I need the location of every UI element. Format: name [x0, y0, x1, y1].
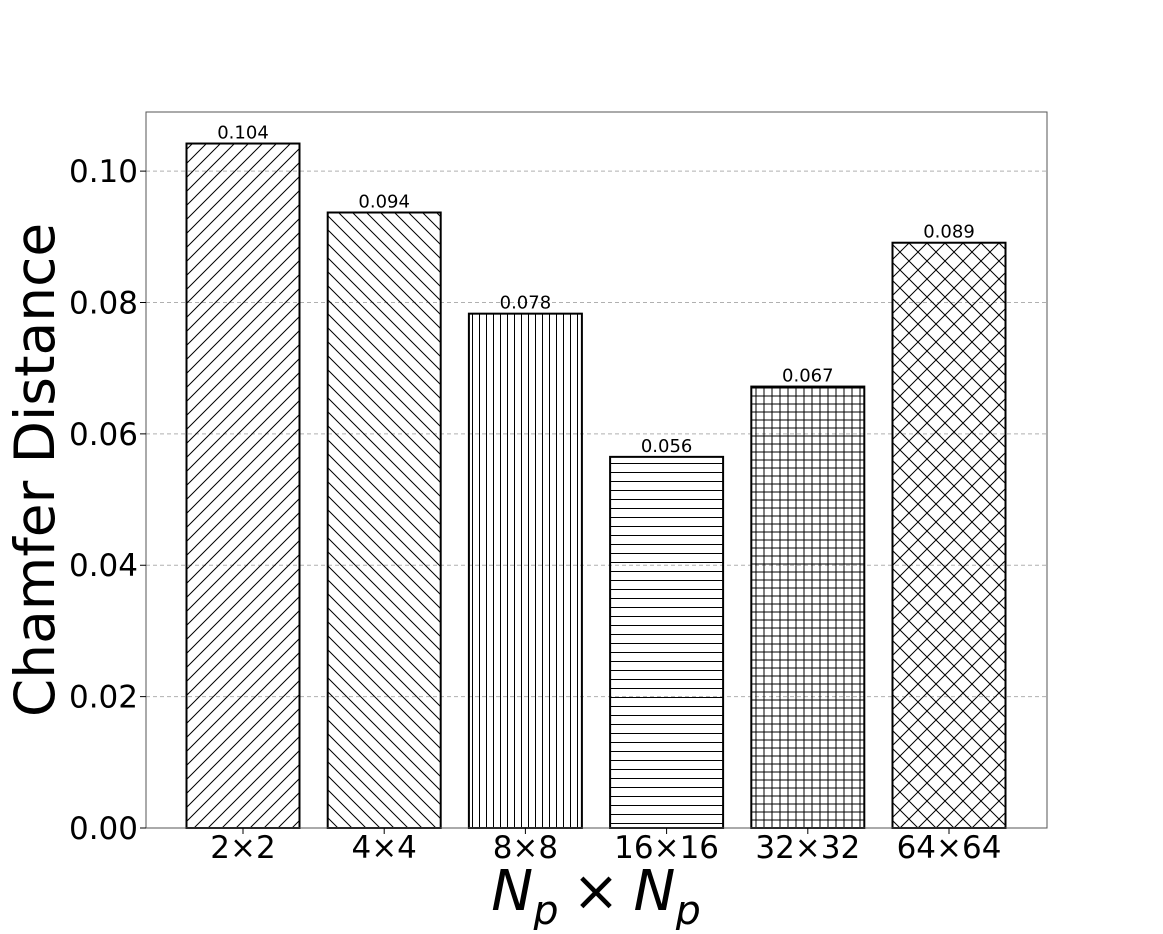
- bar-32x32: [750, 385, 866, 829]
- y-tick-label: 0.10: [69, 154, 138, 190]
- y-tick-label: 0.00: [69, 811, 138, 847]
- x-axis-label: Np × Np: [491, 859, 700, 930]
- data-label: 0.094: [358, 192, 410, 213]
- bar-2x2: [185, 142, 301, 829]
- x-tick-label: 64×64: [897, 830, 1002, 866]
- y-axis-ticks: 0.00 0.02 0.04 0.06 0.08 0.10: [69, 154, 146, 847]
- x-tick-label: 16×16: [614, 830, 719, 866]
- y-axis-label: Chamfer Distance: [3, 223, 67, 717]
- y-tick-label: 0.08: [69, 285, 138, 321]
- x-axis-ticks: 2×2 4×4 8×8 16×16 32×32 64×64: [210, 828, 1001, 866]
- data-labels: 0.104 0.094 0.078 0.056 0.067 0.089: [217, 123, 975, 457]
- bar-16x16: [609, 455, 725, 829]
- data-label: 0.067: [782, 366, 834, 387]
- bar-4x4: [326, 211, 442, 829]
- data-label: 0.078: [500, 293, 552, 314]
- y-tick-label: 0.06: [69, 417, 138, 453]
- bar-64x64: [891, 241, 1007, 830]
- data-label: 0.056: [641, 436, 693, 457]
- x-tick-label: 4×4: [351, 830, 416, 866]
- x-axis-label-n2: N: [633, 859, 675, 924]
- x-tick-label: 2×2: [210, 830, 275, 866]
- x-axis-label-n: N: [491, 859, 533, 924]
- x-axis-label-sub2: p: [674, 888, 700, 930]
- plot-area: [145, 111, 1048, 829]
- x-axis-label-sub: p: [532, 888, 558, 930]
- y-tick-label: 0.04: [69, 548, 138, 584]
- x-axis-label-times: ×: [573, 859, 620, 924]
- data-label: 0.089: [923, 222, 975, 243]
- bars: [185, 142, 1007, 830]
- x-tick-label: 8×8: [493, 830, 558, 866]
- y-tick-label: 0.02: [69, 680, 138, 716]
- x-tick-label: 32×32: [755, 830, 860, 866]
- data-label: 0.104: [217, 123, 269, 144]
- bar-8x8: [467, 312, 583, 829]
